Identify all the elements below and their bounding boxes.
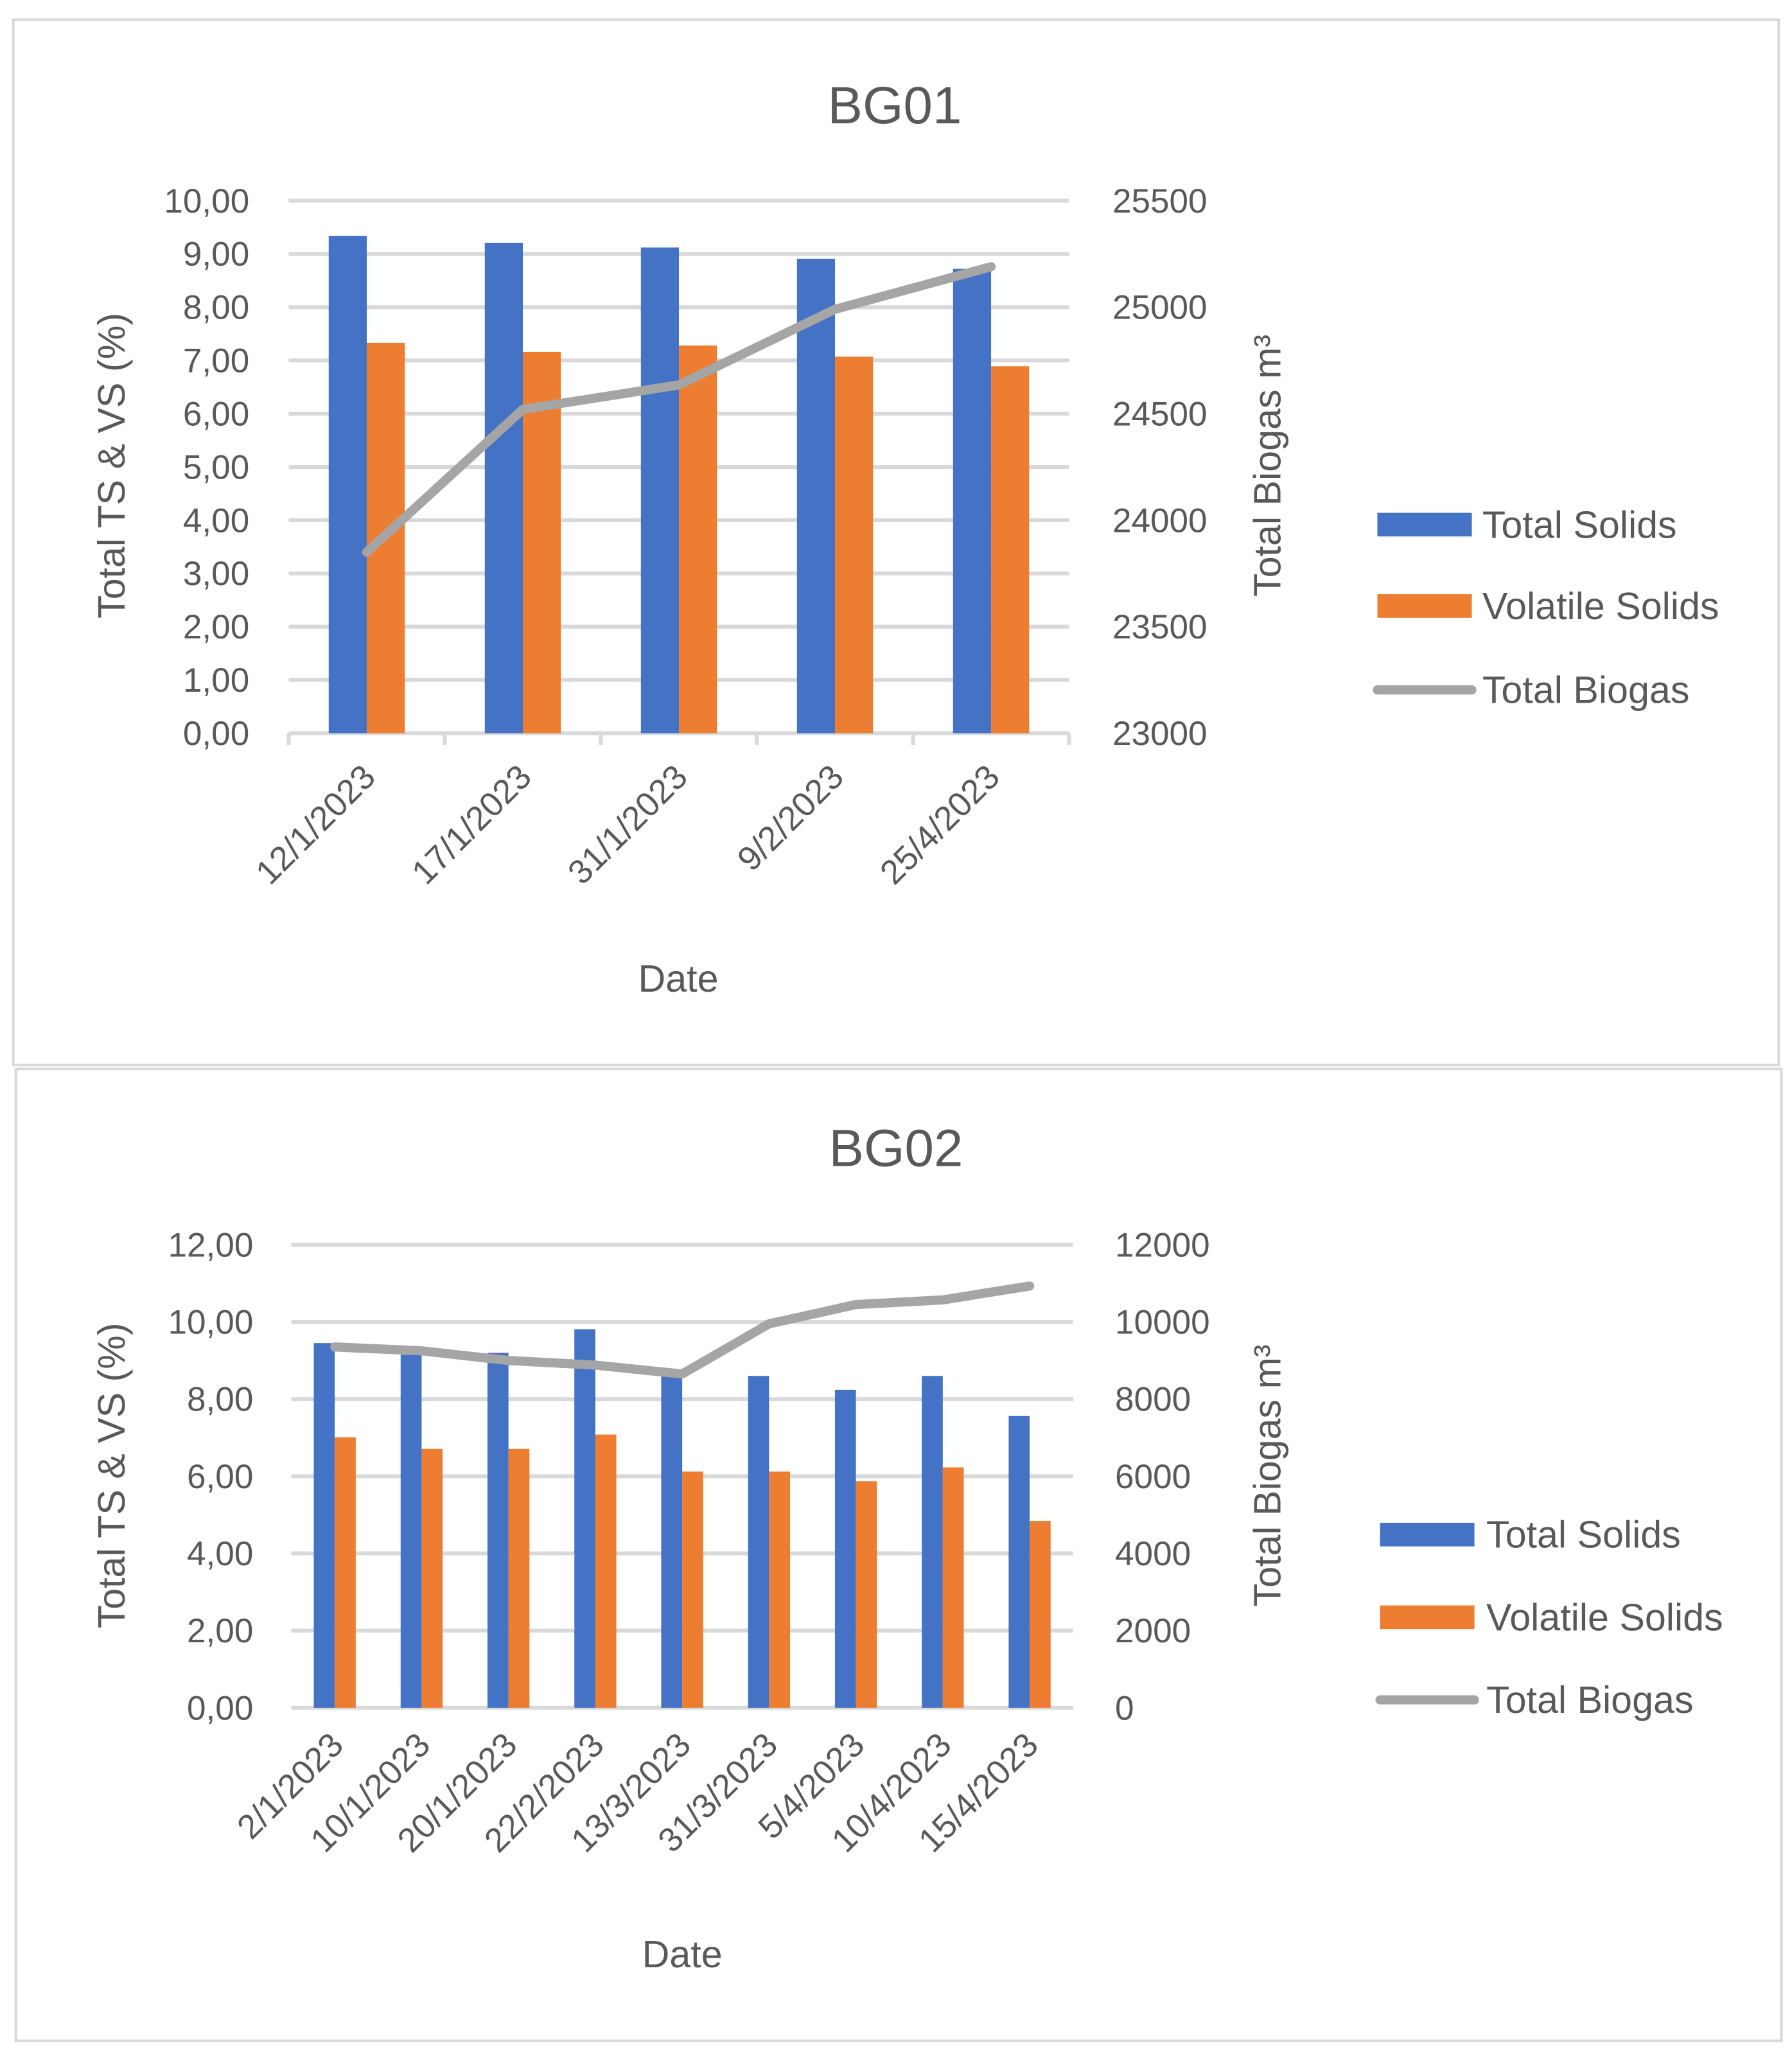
y-tick-label: 4,00: [187, 1535, 253, 1573]
bar-volatile-solids: [682, 1471, 703, 1708]
bar-volatile-solids: [595, 1434, 617, 1708]
y-tick-label: 6,00: [183, 395, 249, 433]
legend: Total Solids Volatile Solids Total Biogas: [1373, 503, 1719, 712]
bar-volatile-solids: [942, 1467, 964, 1708]
legend-swatch: [1380, 1522, 1475, 1547]
chart-bg01: BG01 0,00 1,00 2,00 3,00 4,00 5,00 6,00 7,00 8,00…: [12, 18, 1780, 1067]
y2-tick-label: 6000: [1115, 1458, 1191, 1496]
y2-tick-label: 23000: [1112, 715, 1208, 753]
bar-total-solids: [400, 1355, 422, 1708]
bar-volatile-solids: [335, 1437, 356, 1708]
bar-total-solids: [748, 1376, 769, 1708]
y-tick-label: 9,00: [183, 236, 249, 274]
chart-frame: [12, 18, 1780, 1067]
y-axis-title: Total TS & VS (%): [90, 1322, 133, 1628]
y2-tick-label: 4000: [1115, 1535, 1191, 1573]
y2-tick-label: 24500: [1112, 395, 1208, 433]
bar-volatile-solids: [769, 1471, 791, 1708]
x-axis-title: Date: [642, 1933, 723, 1976]
bar-volatile-solids: [835, 356, 874, 733]
y2-tick-label: 23500: [1112, 608, 1208, 646]
y-tick-label: 8,00: [187, 1381, 253, 1419]
y2-tick-label: 12000: [1115, 1226, 1210, 1264]
legend-swatch: [1377, 513, 1472, 537]
bar-volatile-solids: [523, 351, 561, 733]
y2-tick-label: 2000: [1115, 1612, 1191, 1650]
y-tick-label: 8,00: [183, 289, 249, 327]
bar-volatile-solids: [421, 1448, 443, 1708]
bar-volatile-solids: [991, 366, 1030, 733]
bar-total-solids: [640, 247, 680, 733]
y-tick-label: 1,00: [183, 662, 249, 699]
y-tick-label: 10,00: [164, 182, 249, 220]
bar-total-solids: [328, 236, 367, 733]
y-tick-label: 6,00: [187, 1458, 253, 1496]
y-tick-label: 3,00: [183, 555, 249, 593]
y-tick-label: 4,00: [183, 502, 249, 540]
legend-label: Total Solids: [1482, 503, 1677, 546]
chart-bg02: BG02 0,00 2,00 4,00 6,00 8,00 10,00 12,00 0 2000 4…: [14, 1067, 1783, 2042]
bar-total-solids: [484, 242, 523, 733]
bar-volatile-solids: [679, 345, 717, 733]
legend-label: Total Biogas: [1486, 1678, 1694, 1721]
y-tick-label: 5,00: [183, 448, 249, 486]
y2-tick-label: 8000: [1115, 1381, 1191, 1419]
y-tick-label: 2,00: [183, 608, 249, 646]
bar-total-solids: [661, 1374, 683, 1708]
bar-total-solids: [834, 1389, 856, 1708]
bar-volatile-solids: [1030, 1521, 1051, 1708]
bar-total-solids: [922, 1376, 943, 1708]
bar-total-solids: [796, 258, 836, 733]
y-axis-title: Total TS & VS (%): [90, 313, 133, 619]
y2-axis-title: Total Biogas m³: [1245, 335, 1288, 597]
y-tick-label: 10,00: [168, 1304, 254, 1342]
bar-total-solids: [953, 268, 992, 733]
legend-label: Total Biogas: [1482, 669, 1690, 712]
chart-title: BG01: [828, 76, 962, 135]
legend-label: Volatile Solids: [1482, 584, 1719, 628]
legend-swatch: [1377, 594, 1472, 618]
bar-volatile-solids: [856, 1481, 877, 1708]
y-tick-label: 2,00: [187, 1612, 253, 1650]
x-axis-title: Date: [638, 957, 718, 1000]
y-tick-label: 0,00: [183, 715, 249, 753]
y2-tick-label: 24000: [1112, 502, 1208, 540]
legend-label: Total Solids: [1486, 1513, 1681, 1556]
y-tick-label: 7,00: [183, 342, 249, 380]
y2-tick-label: 25500: [1112, 182, 1208, 220]
y2-tick-label: 25000: [1112, 289, 1208, 327]
legend-label: Volatile Solids: [1486, 1595, 1723, 1638]
y-tick-label: 0,00: [187, 1689, 253, 1727]
y-tick-label: 12,00: [168, 1226, 254, 1264]
y2-tick-label: 10000: [1115, 1304, 1210, 1342]
y2-axis-title: Total Biogas m³: [1245, 1344, 1288, 1606]
bar-total-solids: [313, 1343, 335, 1708]
chart-title: BG02: [829, 1119, 963, 1177]
bar-total-solids: [1008, 1416, 1030, 1708]
legend: Total Solids Volatile Solids Total Biogas: [1375, 1513, 1723, 1721]
y2-tick-label: 0: [1115, 1689, 1134, 1727]
legend-swatch: [1380, 1605, 1475, 1629]
bar-total-solids: [574, 1329, 595, 1708]
bar-total-solids: [487, 1353, 509, 1708]
bar-volatile-solids: [508, 1448, 530, 1708]
